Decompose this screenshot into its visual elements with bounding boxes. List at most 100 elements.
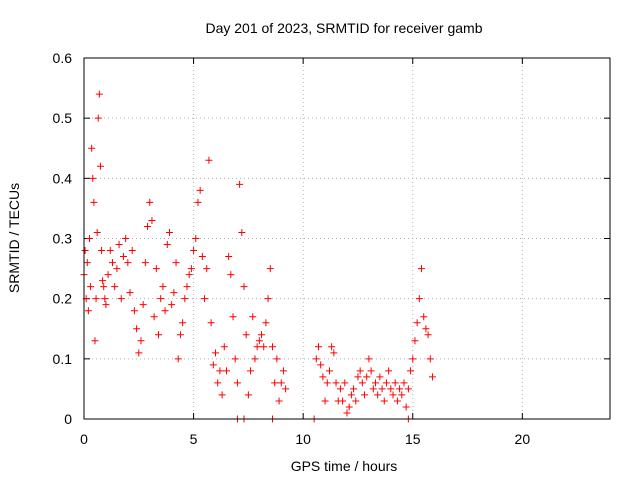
data-point <box>420 313 428 321</box>
data-point <box>233 379 241 387</box>
data-point <box>225 253 233 261</box>
data-point <box>343 409 351 417</box>
data-point <box>251 355 259 363</box>
data-point <box>319 373 327 381</box>
data-point <box>148 216 156 224</box>
data-point <box>273 355 281 363</box>
data-point <box>179 319 187 327</box>
plot-frame <box>83 57 611 420</box>
data-point <box>216 367 224 375</box>
data-point <box>268 343 276 351</box>
data-point <box>312 355 320 363</box>
data-point <box>93 228 101 236</box>
data-point <box>339 397 347 405</box>
data-point <box>141 259 149 267</box>
data-point <box>174 355 182 363</box>
x-tick-label: 5 <box>190 431 198 447</box>
data-point <box>264 295 272 303</box>
data-point <box>157 295 165 303</box>
data-point <box>227 271 235 279</box>
data-point <box>317 361 325 369</box>
data-point <box>347 391 355 399</box>
data-point <box>400 379 408 387</box>
data-marks <box>80 90 436 423</box>
data-point <box>407 367 415 375</box>
data-point <box>185 271 193 279</box>
data-point <box>387 385 395 393</box>
data-point <box>385 367 393 375</box>
data-point <box>218 391 226 399</box>
data-point <box>398 391 406 399</box>
data-point <box>391 379 399 387</box>
data-point <box>84 307 92 315</box>
data-point <box>165 228 173 236</box>
data-point <box>356 367 364 375</box>
data-point <box>115 241 123 249</box>
data-point <box>172 259 180 267</box>
data-point <box>249 313 257 321</box>
data-point <box>428 373 436 381</box>
data-point <box>255 337 263 345</box>
data-point <box>196 186 204 194</box>
data-point <box>104 271 112 279</box>
data-point <box>203 265 211 273</box>
x-tick-label: 0 <box>80 431 88 447</box>
data-point <box>88 144 96 152</box>
data-point <box>119 253 127 261</box>
data-point <box>212 349 219 357</box>
data-point <box>144 222 152 230</box>
data-point <box>130 307 138 315</box>
y-tick-label: 0.6 <box>53 50 73 66</box>
data-point <box>155 331 163 339</box>
data-point <box>231 355 239 363</box>
data-point <box>194 198 202 206</box>
data-point <box>350 385 358 393</box>
data-point <box>150 313 158 321</box>
data-point <box>415 295 423 303</box>
data-point <box>277 379 285 387</box>
data-point <box>325 367 333 375</box>
data-point <box>330 349 338 357</box>
axis-ticks: 0 5 10 15 20 0 0.1 0.2 0.3 0.4 0.5 0.6 <box>53 50 610 447</box>
data-point <box>128 247 136 255</box>
data-point <box>168 301 176 309</box>
data-point <box>159 283 167 291</box>
data-point <box>380 397 388 405</box>
data-point <box>341 379 349 387</box>
data-point <box>181 295 189 303</box>
data-point <box>85 235 93 242</box>
data-point <box>382 379 390 387</box>
data-point <box>332 379 340 387</box>
y-tick-label: 0.1 <box>53 351 73 367</box>
data-point <box>422 325 430 333</box>
data-point <box>396 385 404 393</box>
data-point <box>266 265 274 273</box>
data-point <box>95 90 103 98</box>
data-point <box>358 379 366 387</box>
data-point <box>101 295 109 303</box>
data-point <box>170 289 178 297</box>
data-point <box>363 373 371 381</box>
data-point <box>98 247 106 255</box>
data-point <box>176 331 184 339</box>
data-point <box>371 379 379 387</box>
data-point <box>139 301 147 309</box>
data-point <box>378 385 386 393</box>
data-point <box>275 397 283 405</box>
data-point <box>238 228 246 236</box>
chart-title: Day 201 of 2023, SRMTID for receiver gam… <box>205 20 482 36</box>
data-point <box>137 337 145 345</box>
data-point <box>402 403 410 411</box>
data-point <box>209 361 217 369</box>
data-point <box>113 265 121 273</box>
data-point <box>222 367 230 375</box>
data-point <box>96 162 104 170</box>
y-tick-label: 0 <box>64 411 72 427</box>
data-point <box>354 373 362 381</box>
data-point <box>81 247 89 255</box>
data-point <box>99 277 107 285</box>
data-point <box>389 391 397 399</box>
data-point <box>409 355 417 363</box>
y-axis-label: SRMTID / TECUs <box>6 183 22 293</box>
